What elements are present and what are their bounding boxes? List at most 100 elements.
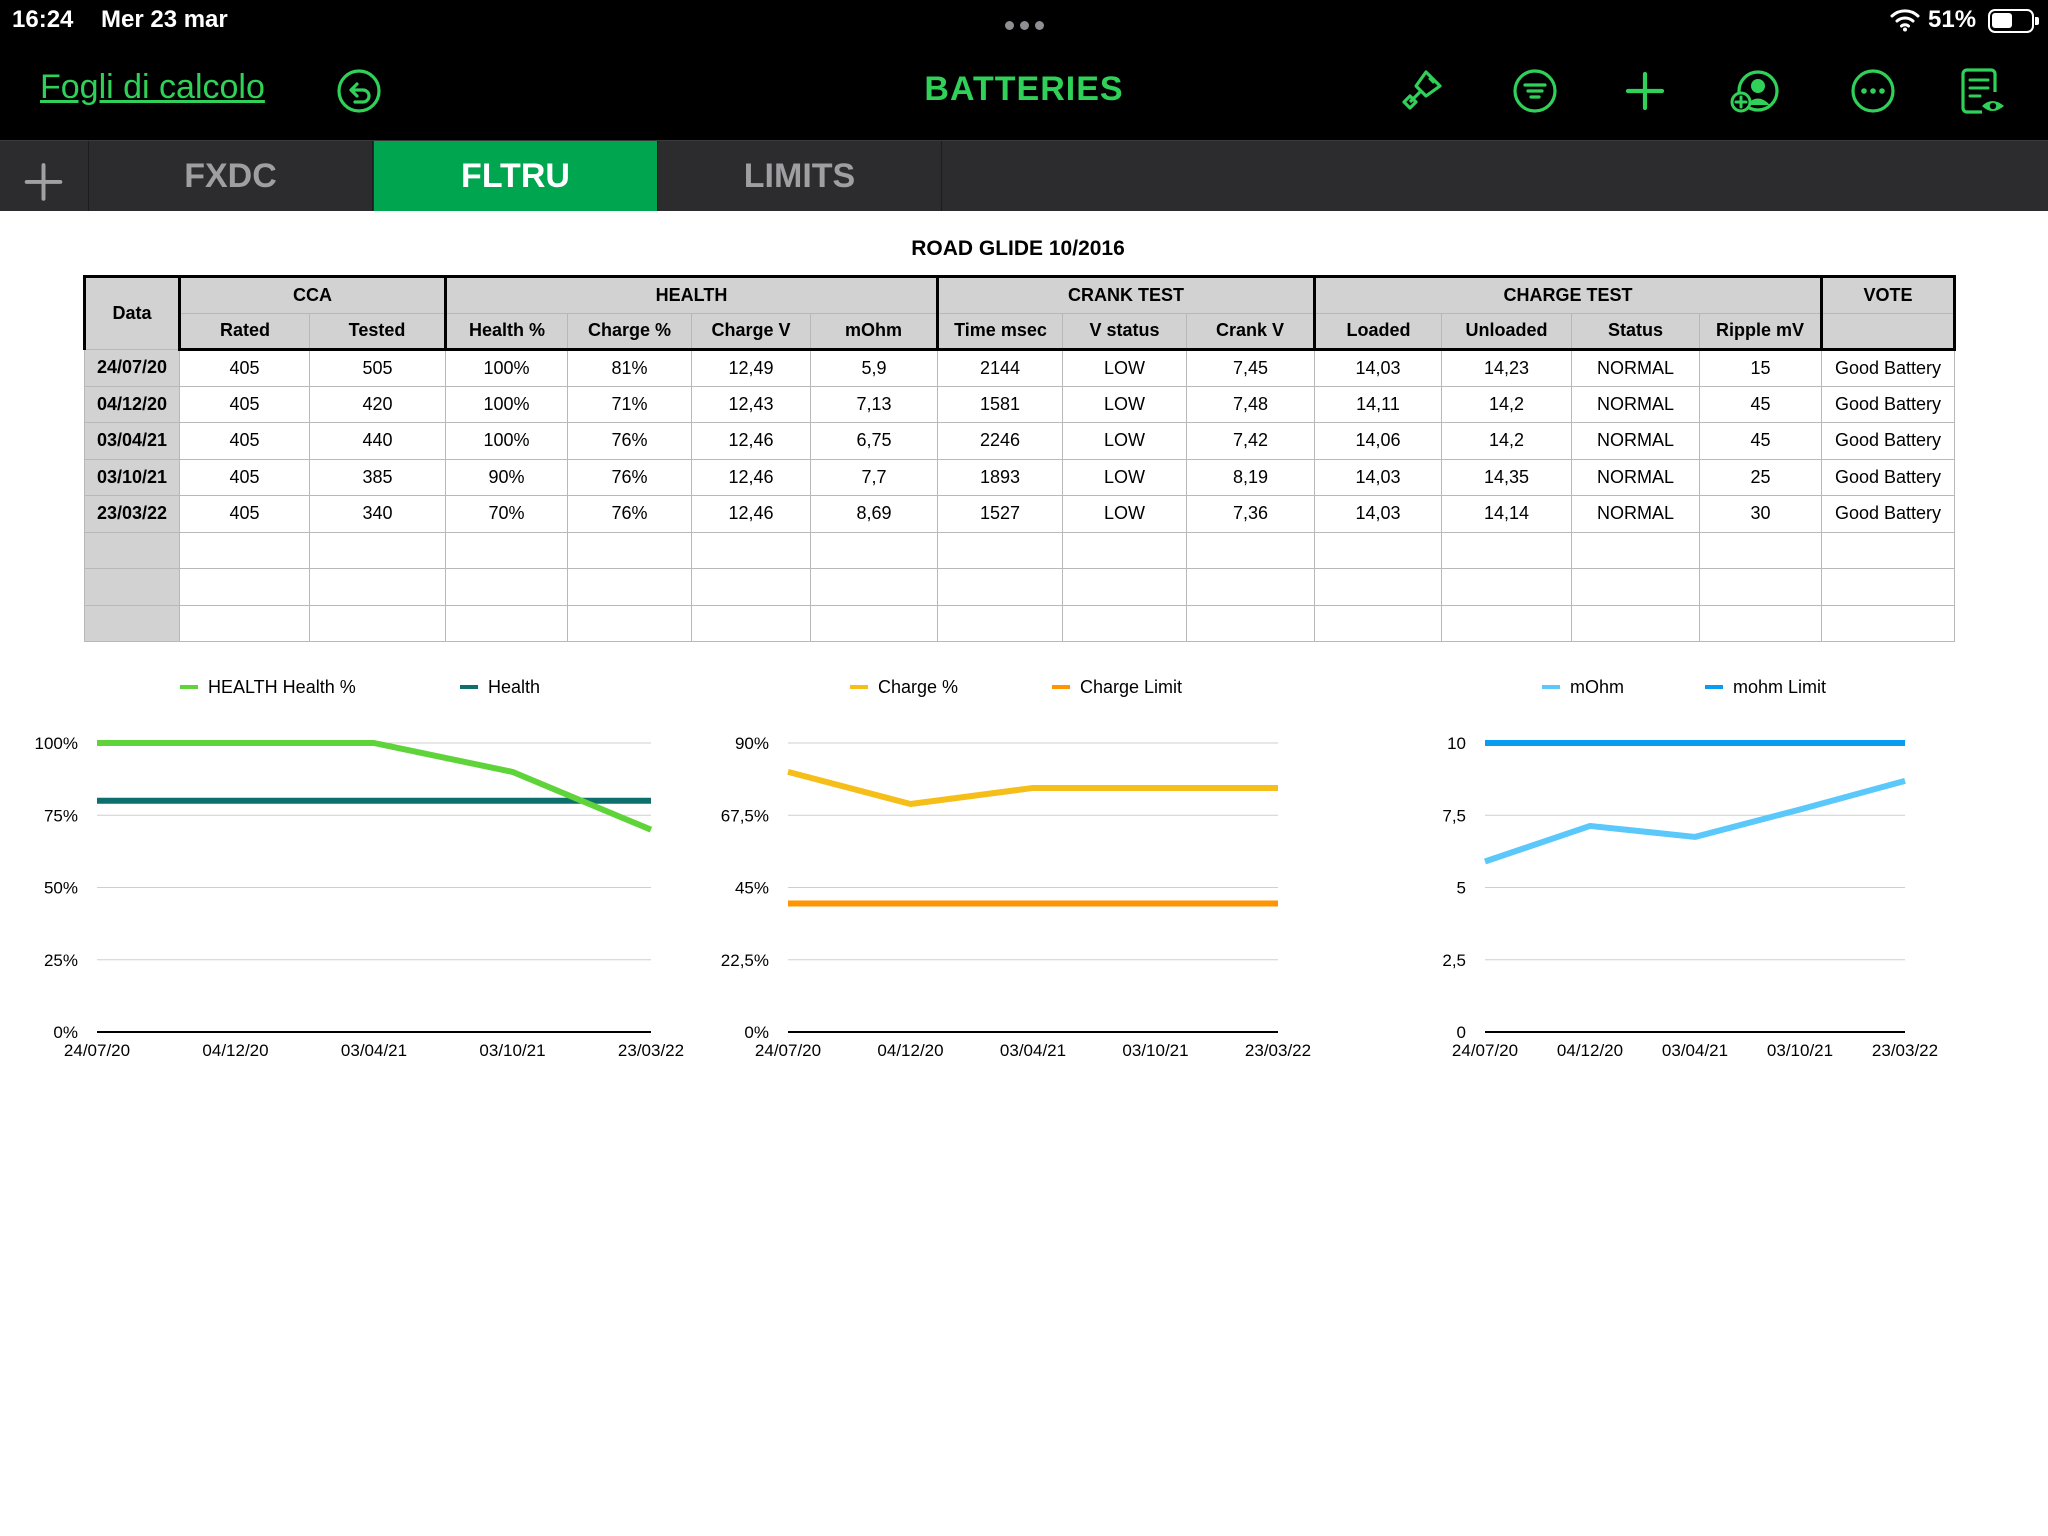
cell-loaded[interactable]: 14,03 [1314, 495, 1442, 533]
cell-time-msec[interactable]: 1893 [937, 458, 1063, 496]
cell-v-status[interactable] [1062, 531, 1187, 569]
cell-vote[interactable]: Good Battery [1821, 495, 1955, 533]
cell-tested[interactable]: 440 [309, 422, 446, 460]
header-group-health[interactable]: HEALTH [444, 275, 938, 314]
header-status[interactable]: Status [1571, 312, 1700, 351]
cell-unloaded[interactable] [1441, 568, 1572, 606]
cell-time-msec[interactable]: 2246 [937, 422, 1063, 460]
cell-date[interactable] [84, 531, 180, 569]
cell-vote[interactable] [1821, 531, 1955, 569]
cell-crank-v[interactable] [1186, 568, 1315, 606]
cell-mohm[interactable]: 5,9 [810, 349, 938, 387]
document-view-icon[interactable] [1958, 66, 2008, 116]
more-icon[interactable] [1848, 66, 1898, 116]
cell-loaded[interactable] [1314, 568, 1442, 606]
cell-tested[interactable]: 340 [309, 495, 446, 533]
cell-health-pct[interactable] [445, 531, 568, 569]
cell-tested[interactable]: 420 [309, 385, 446, 423]
cell-unloaded[interactable] [1441, 604, 1572, 642]
cell-ripple-mv[interactable] [1699, 604, 1822, 642]
cell-v-status[interactable] [1062, 604, 1187, 642]
cell-tested[interactable] [309, 604, 446, 642]
header-ripple-mv[interactable]: Ripple mV [1699, 312, 1822, 351]
cell-date[interactable]: 24/07/20 [84, 349, 180, 387]
header-group-cca[interactable]: CCA [178, 275, 446, 314]
cell-tested[interactable] [309, 531, 446, 569]
paintbrush-icon[interactable] [1396, 66, 1446, 116]
cell-charge-v[interactable]: 12,46 [691, 458, 811, 496]
cell-tested[interactable]: 505 [309, 349, 446, 387]
cell-ripple-mv[interactable] [1699, 568, 1822, 606]
cell-mohm[interactable] [810, 531, 938, 569]
cell-charge-v[interactable] [691, 568, 811, 606]
cell-vote[interactable]: Good Battery [1821, 349, 1955, 387]
cell-charge-v[interactable]: 12,46 [691, 422, 811, 460]
cell-loaded[interactable] [1314, 531, 1442, 569]
cell-date[interactable]: 03/10/21 [84, 458, 180, 496]
header-group-vote[interactable]: VOTE [1820, 275, 1956, 314]
cell-charge-v[interactable]: 12,46 [691, 495, 811, 533]
add-sheet-icon[interactable] [0, 141, 89, 211]
cell-v-status[interactable]: LOW [1062, 422, 1187, 460]
cell-time-msec[interactable] [937, 604, 1063, 642]
collaborate-icon[interactable] [1730, 66, 1780, 116]
tab-fxdc[interactable]: FXDC [89, 141, 373, 211]
cell-health-pct[interactable] [445, 568, 568, 606]
cell-crank-v[interactable]: 7,48 [1186, 385, 1315, 423]
cell-v-status[interactable]: LOW [1062, 458, 1187, 496]
cell-unloaded[interactable]: 14,14 [1441, 495, 1572, 533]
cell-health-pct[interactable]: 100% [445, 385, 568, 423]
cell-crank-v[interactable] [1186, 604, 1315, 642]
back-to-spreadsheets-link[interactable]: Fogli di calcolo [40, 68, 265, 106]
cell-charge-pct[interactable] [567, 568, 692, 606]
header-rated[interactable]: Rated [178, 312, 310, 351]
cell-crank-v[interactable]: 7,42 [1186, 422, 1315, 460]
cell-charge-pct[interactable]: 76% [567, 495, 692, 533]
cell-rated[interactable]: 405 [179, 349, 310, 387]
cell-time-msec[interactable]: 2144 [937, 349, 1063, 387]
cell-crank-v[interactable]: 7,45 [1186, 349, 1315, 387]
header-v-status[interactable]: V status [1062, 312, 1187, 351]
cell-rated[interactable]: 405 [179, 458, 310, 496]
cell-vote[interactable] [1821, 604, 1955, 642]
cell-mohm[interactable] [810, 568, 938, 606]
header-charge-pct[interactable]: Charge % [567, 312, 692, 351]
cell-unloaded[interactable]: 14,35 [1441, 458, 1572, 496]
header-vote-empty[interactable] [1820, 312, 1956, 351]
cell-health-pct[interactable]: 100% [445, 422, 568, 460]
cell-status[interactable]: NORMAL [1571, 458, 1700, 496]
cell-v-status[interactable]: LOW [1062, 495, 1187, 533]
health-chart[interactable]: HEALTH Health % Health 0% 25% 50% 75% 100% 24/0… [0, 672, 700, 1077]
cell-charge-v[interactable] [691, 604, 811, 642]
cell-loaded[interactable]: 14,03 [1314, 349, 1442, 387]
cell-charge-pct[interactable] [567, 531, 692, 569]
header-mohm[interactable]: mOhm [810, 312, 938, 351]
cell-health-pct[interactable]: 100% [445, 349, 568, 387]
cell-mohm[interactable]: 6,75 [810, 422, 938, 460]
cell-mohm[interactable]: 7,7 [810, 458, 938, 496]
cell-ripple-mv[interactable]: 25 [1699, 458, 1822, 496]
cell-charge-v[interactable] [691, 531, 811, 569]
cell-charge-v[interactable]: 12,43 [691, 385, 811, 423]
cell-rated[interactable]: 405 [179, 385, 310, 423]
cell-status[interactable]: NORMAL [1571, 349, 1700, 387]
header-health-pct[interactable]: Health % [444, 312, 568, 351]
cell-date[interactable]: 23/03/22 [84, 495, 180, 533]
cell-ripple-mv[interactable]: 45 [1699, 422, 1822, 460]
cell-crank-v[interactable]: 7,36 [1186, 495, 1315, 533]
cell-mohm[interactable]: 8,69 [810, 495, 938, 533]
cell-vote[interactable] [1821, 568, 1955, 606]
cell-unloaded[interactable]: 14,2 [1441, 422, 1572, 460]
header-group-charge-test[interactable]: CHARGE TEST [1313, 275, 1822, 314]
cell-date[interactable]: 04/12/20 [84, 385, 180, 423]
cell-time-msec[interactable] [937, 531, 1063, 569]
cell-ripple-mv[interactable]: 30 [1699, 495, 1822, 533]
cell-charge-pct[interactable]: 71% [567, 385, 692, 423]
cell-v-status[interactable] [1062, 568, 1187, 606]
cell-loaded[interactable] [1314, 604, 1442, 642]
cell-mohm[interactable]: 7,13 [810, 385, 938, 423]
cell-status[interactable]: NORMAL [1571, 422, 1700, 460]
cell-time-msec[interactable] [937, 568, 1063, 606]
cell-ripple-mv[interactable]: 45 [1699, 385, 1822, 423]
header-group-crank-test[interactable]: CRANK TEST [936, 275, 1315, 314]
